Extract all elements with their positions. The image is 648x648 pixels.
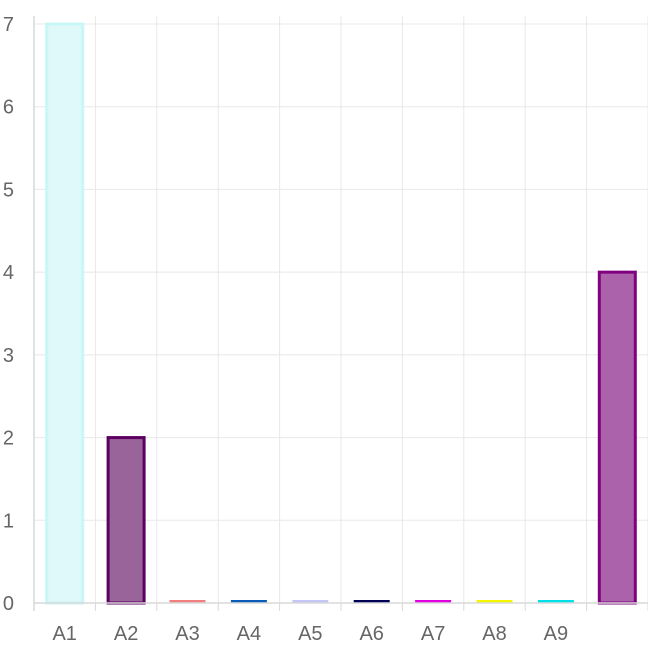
bars (45, 22, 637, 605)
y-tick-label: 7 (3, 14, 14, 36)
bar (45, 22, 85, 605)
x-tick-label: A1 (52, 623, 76, 645)
x-tick-label: A8 (482, 623, 506, 645)
x-tick-label: A2 (114, 623, 138, 645)
x-tick-label: A9 (544, 623, 568, 645)
bar (597, 270, 637, 605)
y-tick-label: 4 (3, 262, 14, 284)
x-tick-label: A4 (237, 623, 261, 645)
bar (476, 600, 513, 603)
y-tick-label: 0 (3, 593, 14, 615)
x-tick-label: A6 (359, 623, 383, 645)
y-tick-label: 3 (3, 345, 14, 367)
bar (353, 600, 390, 603)
bar (106, 436, 146, 605)
x-tick-label: A3 (175, 623, 199, 645)
y-tick-label: 1 (3, 510, 14, 532)
bar (292, 600, 329, 603)
x-tick-label: A5 (298, 623, 322, 645)
bar (415, 600, 452, 603)
x-tick-label: A7 (421, 623, 445, 645)
y-tick-label: 5 (3, 179, 14, 201)
bar (169, 600, 206, 603)
y-tick-label: 6 (3, 97, 14, 119)
bar (537, 600, 574, 603)
grid (33, 16, 648, 603)
tick-labels: 0 1 2 3 4 5 6 7 A1 A2 A3 A4 A5 A6 A7 A8 A9 (3, 14, 568, 645)
axes (33, 16, 648, 611)
y-tick-label: 2 (3, 428, 14, 450)
bar (230, 600, 267, 603)
